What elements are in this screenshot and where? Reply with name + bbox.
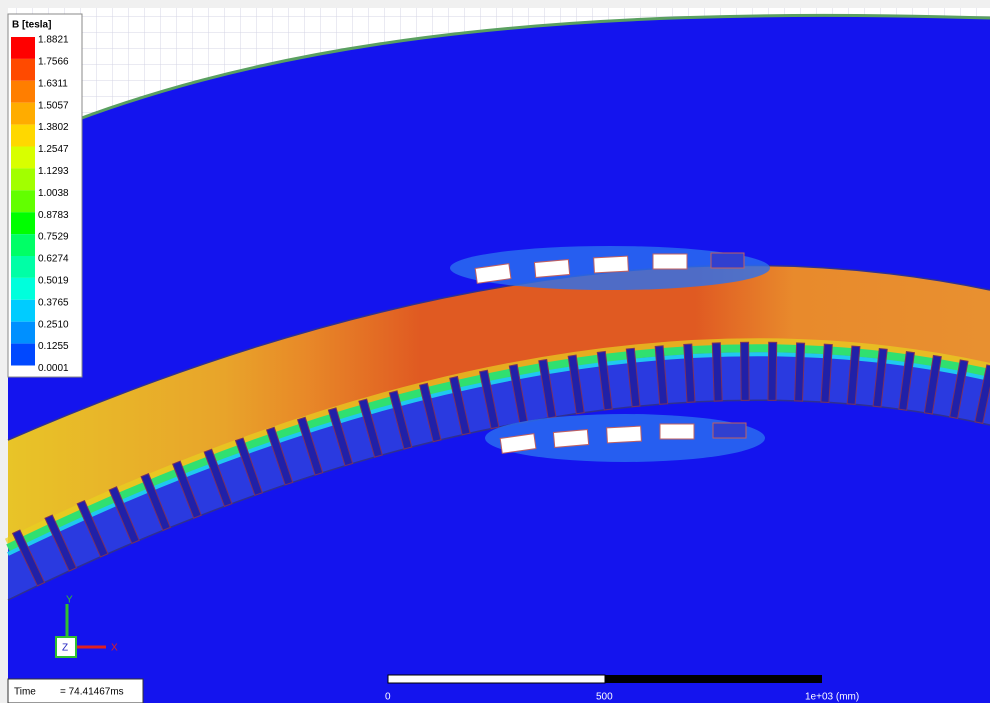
magnet (553, 430, 588, 448)
magnet (607, 426, 642, 443)
scale-label: 0 (385, 692, 391, 703)
field-view: B [tesla] 1.8821 1.7566 1.6311 1.5057 1.3802… (0, 0, 990, 703)
slot (741, 342, 750, 400)
legend-value: 0.8783 (38, 210, 69, 221)
legend-swatch (11, 344, 35, 366)
legend-value: 0.5019 (38, 276, 69, 287)
legend-swatch (11, 300, 35, 322)
magnet (594, 256, 629, 273)
legend-value: 1.1293 (38, 166, 69, 177)
legend-swatch (11, 81, 35, 103)
legend-swatch (11, 125, 35, 147)
scale-label: 500 (596, 692, 613, 703)
magnet (713, 423, 746, 438)
scale-white (388, 675, 605, 683)
legend-swatch (11, 212, 35, 234)
magnet (711, 253, 744, 268)
legend-swatch (11, 322, 35, 344)
legend-value: 0.1255 (38, 341, 69, 352)
legend-value: 0.6274 (38, 254, 69, 265)
legend-value: 0.7529 (38, 232, 69, 243)
time-label: Time (14, 687, 36, 698)
magnet (534, 260, 569, 278)
magnet (653, 254, 687, 269)
magnet (660, 424, 694, 439)
legend-value: 0.3765 (38, 297, 69, 308)
time-value: = 74.41467ms (60, 687, 124, 698)
legend-value: 0.0001 (38, 363, 69, 374)
legend-swatch (11, 234, 35, 256)
legend-swatch (11, 256, 35, 278)
legend-title: B [tesla] (12, 20, 51, 31)
legend-swatch (11, 190, 35, 212)
legend-value: 1.3802 (38, 122, 69, 133)
legend-swatch (11, 37, 35, 59)
legend-swatch (11, 147, 35, 169)
legend-value: 1.5057 (38, 100, 69, 111)
legend-swatch (11, 168, 35, 190)
legend-value: 1.0038 (38, 188, 69, 199)
legend-value: 0.2510 (38, 319, 69, 330)
scale-black (605, 675, 822, 683)
legend-value: 1.8821 (38, 35, 69, 46)
slot (712, 343, 722, 401)
scale-label: 1e+03 (mm) (805, 692, 859, 703)
legend-swatch (11, 103, 35, 125)
legend-value: 1.2547 (38, 144, 69, 155)
legend-swatch (11, 278, 35, 300)
legend: B [tesla] 1.8821 1.7566 1.6311 1.5057 1.3802… (8, 14, 82, 377)
legend-value: 1.7566 (38, 57, 69, 68)
time-box: Time = 74.41467ms (8, 679, 143, 703)
slot (768, 342, 777, 400)
legend-value: 1.6311 (38, 78, 68, 89)
slot (795, 343, 805, 401)
y-label: Y (66, 595, 73, 606)
legend-swatch (11, 59, 35, 81)
x-label: X (111, 643, 118, 654)
z-label: Z (62, 643, 68, 654)
